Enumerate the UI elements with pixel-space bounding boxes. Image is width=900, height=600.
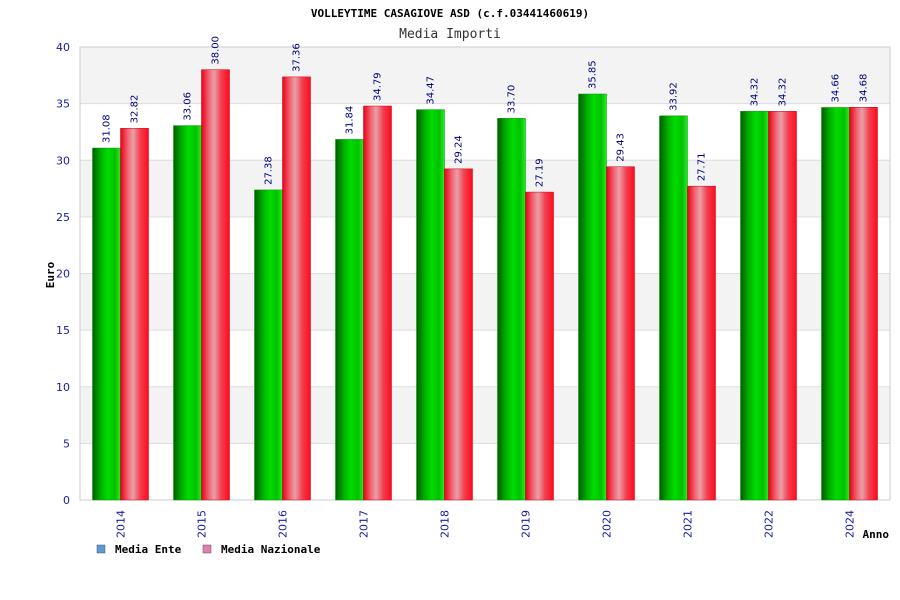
bar-value-label: 32.82 bbox=[130, 95, 141, 124]
x-tick-label: 2024 bbox=[844, 510, 857, 538]
bar-media-nazionale-2024 bbox=[849, 106, 878, 501]
bar-value-label: 31.84 bbox=[345, 106, 356, 135]
bar-media-ente-2020 bbox=[578, 93, 607, 501]
bar-media-ente-2018 bbox=[416, 109, 445, 501]
bar-value-label: 34.66 bbox=[831, 74, 842, 103]
bar-value-label: 38.00 bbox=[211, 36, 222, 65]
x-tick-label: 2017 bbox=[358, 510, 371, 538]
bar-media-ente-2021 bbox=[659, 115, 688, 501]
legend-label: Media Ente bbox=[115, 543, 182, 556]
bar-value-label: 37.36 bbox=[292, 43, 303, 72]
bar-value-label: 33.06 bbox=[183, 92, 194, 121]
y-tick-label: 5 bbox=[63, 437, 70, 450]
bar-media-nazionale-2017 bbox=[363, 105, 392, 501]
bar-media-ente-2024 bbox=[821, 107, 850, 501]
bar-media-ente-2015 bbox=[173, 125, 202, 501]
bar-media-nazionale-2016 bbox=[282, 76, 311, 501]
x-tick-label: 2015 bbox=[196, 510, 209, 538]
bar-media-ente-2016 bbox=[254, 189, 283, 501]
bar-value-label: 27.38 bbox=[264, 156, 275, 185]
y-tick-label: 10 bbox=[56, 381, 70, 394]
x-tick-label: 2022 bbox=[763, 510, 776, 538]
y-axis-label: Euro bbox=[44, 261, 57, 288]
bar-value-label: 34.47 bbox=[426, 76, 437, 105]
y-tick-label: 40 bbox=[56, 41, 70, 54]
bar-value-label: 34.32 bbox=[750, 78, 761, 107]
bar-value-labels: 31.08 32.82 33.06 38.00 27.38 37.36 31.84 34.79… bbox=[102, 36, 870, 187]
y-tick-label: 20 bbox=[56, 268, 70, 281]
legend-swatch bbox=[202, 544, 212, 554]
bar-media-ente-2019 bbox=[497, 118, 526, 501]
x-tick-label: 2021 bbox=[682, 510, 695, 538]
y-tick-label: 30 bbox=[56, 154, 70, 167]
bar-value-label: 29.24 bbox=[454, 135, 465, 164]
bar-media-nazionale-2022 bbox=[768, 111, 797, 501]
legend-swatch bbox=[96, 544, 106, 554]
y-tick-label: 35 bbox=[56, 98, 70, 111]
legend-label: Media Nazionale bbox=[221, 543, 321, 556]
bar-value-label: 29.43 bbox=[616, 133, 627, 162]
bar-value-label: 34.32 bbox=[778, 78, 789, 107]
x-tick-label: 2016 bbox=[277, 510, 290, 538]
x-tick-label: 2018 bbox=[439, 510, 452, 538]
bar-value-label: 34.68 bbox=[859, 74, 870, 103]
bar-value-label: 33.92 bbox=[669, 82, 680, 111]
bar-media-ente-2014 bbox=[92, 147, 121, 501]
bar-value-label: 35.85 bbox=[588, 60, 599, 89]
bar-value-label: 27.19 bbox=[535, 158, 546, 187]
plot-border bbox=[79, 46, 891, 501]
y-tick-label: 0 bbox=[63, 494, 70, 507]
legend: Media Ente Media Nazionale bbox=[96, 543, 321, 556]
bar-value-label: 27.71 bbox=[697, 153, 708, 182]
y-tick-label: 25 bbox=[56, 211, 70, 224]
bar-value-label: 33.70 bbox=[507, 85, 518, 114]
bar-media-nazionale-2014 bbox=[120, 128, 149, 501]
bars bbox=[92, 69, 878, 501]
x-tick-labels: 2014 2015 2016 2017 2018 2019 2020 2021 2022 2024 bbox=[115, 510, 857, 538]
bar-media-nazionale-2015 bbox=[201, 69, 230, 501]
bar-value-label: 31.08 bbox=[102, 114, 113, 143]
bar-media-nazionale-2021 bbox=[687, 185, 716, 501]
bar-media-nazionale-2020 bbox=[606, 166, 635, 501]
bar-value-label: 34.79 bbox=[373, 72, 384, 101]
bar-media-ente-2022 bbox=[740, 111, 769, 501]
chart-title: VOLLEYTIME CASAGIOVE ASD (c.f.0344146061… bbox=[311, 7, 589, 20]
x-axis-label: Anno bbox=[863, 528, 890, 541]
x-tick-label: 2014 bbox=[115, 510, 128, 538]
chart-subtitle: Media Importi bbox=[399, 27, 501, 42]
x-tick-label: 2020 bbox=[601, 510, 614, 538]
y-tick-labels: 0 5 10 15 20 25 30 35 40 bbox=[56, 41, 70, 507]
bar-media-ente-2017 bbox=[335, 139, 364, 501]
y-tick-label: 15 bbox=[56, 324, 70, 337]
x-tick-label: 2019 bbox=[520, 510, 533, 538]
bar-media-nazionale-2018 bbox=[444, 168, 473, 501]
bar-media-nazionale-2019 bbox=[525, 191, 554, 501]
